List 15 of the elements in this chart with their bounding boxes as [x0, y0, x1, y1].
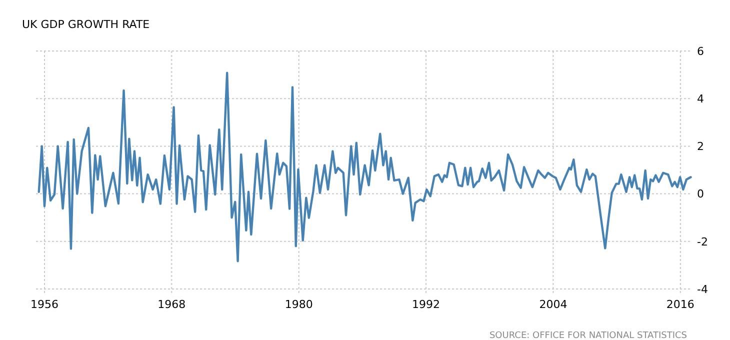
chart-title: UK GDP GROWTH RATE [22, 18, 150, 31]
y-tick-label: 0 [697, 188, 704, 201]
y-tick-label: -4 [697, 282, 708, 296]
x-tick-label: 1956 [30, 298, 58, 311]
x-tick-label: 2004 [539, 298, 568, 311]
x-tick-label: 2016 [666, 298, 694, 311]
y-tick-label: -2 [697, 235, 708, 248]
x-tick-label: 1968 [158, 298, 186, 311]
y-tick-label: 6 [697, 44, 704, 58]
x-tick-label: 1980 [284, 298, 313, 311]
source-note: SOURCE: OFFICE FOR NATIONAL STATISTICS [489, 331, 688, 340]
y-tick-label: 4 [697, 92, 704, 106]
y-tick-label: 2 [697, 140, 704, 154]
x-tick-label: 1992 [412, 298, 440, 311]
line-series [38, 72, 692, 262]
